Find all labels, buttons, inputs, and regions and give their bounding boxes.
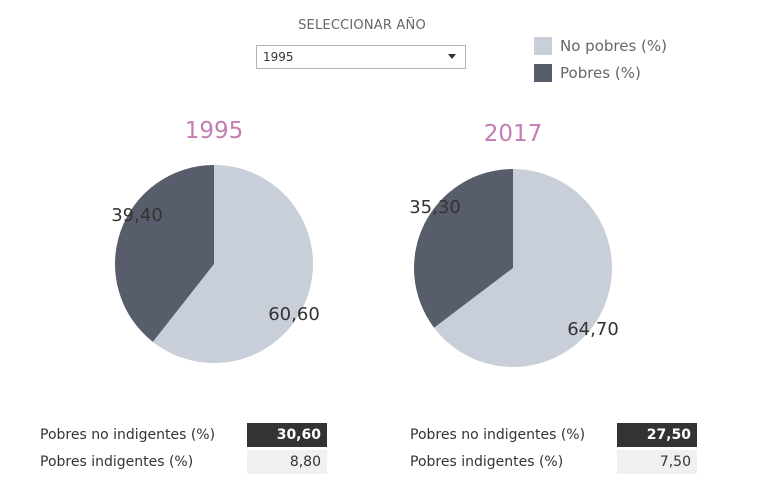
stat-row-indigentes-2017: Pobres indigentes (%) 7,50: [410, 450, 710, 477]
stat-label-indigentes-2017: Pobres indigentes (%): [410, 454, 564, 470]
stat-value-indigentes-2017: 7,50: [617, 450, 697, 474]
legend-item-no-pobres[interactable]: No pobres (%): [534, 32, 667, 59]
dropdown-arrow-icon[interactable]: [448, 54, 456, 59]
stat-value-indigentes-1995: 8,80: [247, 450, 327, 474]
data-label-2017-pobres: 35,30: [409, 197, 461, 218]
stat-row-indigentes-1995: Pobres indigentes (%) 8,80: [40, 450, 340, 477]
pie-charts: 1995 60,60 39,40 2017 64,70 35,30: [111, 118, 619, 367]
legend: No pobres (%) Pobres (%): [534, 32, 667, 86]
slice-1995-pobres[interactable]: [115, 165, 214, 342]
stats-table-1995: Pobres no indigentes (%) 30,60 Pobres in…: [40, 423, 340, 477]
pie-chart-1995: 1995 60,60 39,40: [111, 118, 320, 363]
legend-swatch-pobres: [534, 63, 552, 82]
legend-label-no-pobres: No pobres (%): [560, 36, 667, 55]
slice-2017-pobres[interactable]: [414, 169, 513, 328]
legend-item-pobres[interactable]: Pobres (%): [534, 59, 667, 86]
slice-2017-no-pobres[interactable]: [434, 169, 613, 367]
year-filter-label: SELECCIONAR AÑO: [298, 18, 426, 33]
stats-table-2017: Pobres no indigentes (%) 27,50 Pobres in…: [410, 423, 710, 477]
year-filter: SELECCIONAR AÑO 1995: [256, 18, 468, 69]
stat-value-no-indigentes-1995: 30,60: [247, 423, 327, 447]
stat-row-no-indigentes-2017: Pobres no indigentes (%) 27,50: [410, 423, 710, 450]
slice-1995-no-pobres[interactable]: [152, 165, 314, 363]
data-label-2017-no-pobres: 64,70: [567, 319, 619, 340]
pie-chart-2017: 2017 64,70 35,30: [409, 121, 619, 367]
stat-label-no-indigentes-2017: Pobres no indigentes (%): [410, 427, 586, 443]
stat-row-no-indigentes-1995: Pobres no indigentes (%) 30,60: [40, 423, 340, 450]
legend-swatch-no-pobres: [534, 36, 552, 55]
data-label-1995-pobres: 39,40: [111, 205, 163, 226]
chart-title-2017: 2017: [484, 121, 543, 147]
data-label-1995-no-pobres: 60,60: [268, 304, 320, 325]
stat-value-no-indigentes-2017: 27,50: [617, 423, 697, 447]
year-select-value: 1995: [263, 50, 294, 64]
year-select[interactable]: 1995: [256, 45, 466, 69]
chart-title-1995: 1995: [185, 118, 244, 144]
legend-label-pobres: Pobres (%): [560, 63, 641, 82]
stat-label-indigentes-1995: Pobres indigentes (%): [40, 454, 194, 470]
stat-label-no-indigentes-1995: Pobres no indigentes (%): [40, 427, 216, 443]
